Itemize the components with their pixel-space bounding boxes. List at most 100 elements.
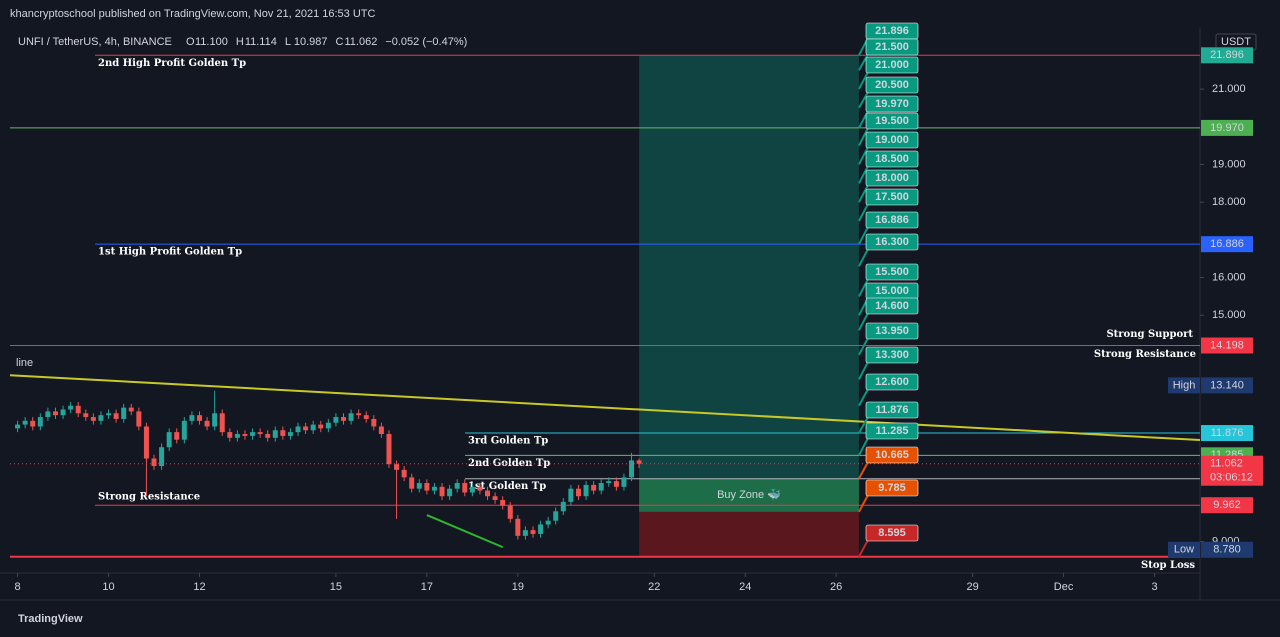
candle-body	[469, 486, 475, 493]
ladder-connector	[858, 461, 869, 480]
ladder-connector	[858, 165, 869, 184]
candle-body	[538, 524, 544, 534]
candle-body	[492, 496, 498, 500]
candle-body	[272, 430, 278, 438]
candle-body	[128, 407, 134, 412]
ladder-label: 19.000	[875, 134, 909, 146]
candle-body	[333, 417, 339, 423]
candle-body	[409, 477, 415, 489]
level-note: Strong Resistance	[98, 492, 200, 503]
buy-zone	[639, 478, 859, 512]
ladder-label: 15.500	[875, 266, 909, 278]
ladder-box	[865, 524, 919, 542]
ladder-connector	[858, 437, 869, 456]
ohlc-key: L	[285, 36, 291, 48]
candle-body	[280, 430, 286, 436]
candle-body	[568, 488, 574, 502]
ladder-connector	[858, 312, 869, 331]
candle-body	[204, 420, 210, 427]
candle-body	[45, 411, 51, 418]
level-note: Stop Loss	[1141, 560, 1195, 571]
ladder-connector	[858, 539, 869, 558]
ladder-box	[865, 131, 919, 149]
publisher: khancryptoschool published on TradingVie…	[10, 8, 376, 20]
brand[interactable]: TradingView	[18, 613, 83, 625]
candle-body	[234, 434, 240, 438]
candle-body	[522, 530, 528, 536]
ladder-label: 13.300	[875, 349, 909, 361]
ladder-label: 11.285	[875, 425, 908, 437]
ladder-connector	[858, 494, 869, 513]
candle-body	[90, 417, 96, 421]
candle-body	[318, 424, 324, 429]
candle-body	[68, 405, 74, 410]
countdown: 03:06:12	[1210, 472, 1253, 484]
loss-zone	[639, 511, 859, 557]
candle-body	[52, 411, 58, 416]
ohlc-key: H	[236, 36, 244, 48]
candle-body	[219, 413, 225, 433]
candle-body	[242, 434, 248, 436]
x-tick-label: 8	[15, 581, 21, 593]
candle-body	[530, 530, 536, 534]
candle-body	[136, 411, 142, 427]
marker-tag	[1201, 377, 1253, 394]
candle-body	[401, 469, 407, 478]
candle-body	[439, 486, 445, 497]
level-tag-label: 14.198	[1210, 339, 1244, 351]
ladder-connector	[858, 91, 869, 109]
trend-line	[9, 374, 1201, 442]
marker-name-box	[1168, 541, 1200, 558]
ladder-box	[865, 479, 919, 497]
candle-body	[30, 420, 36, 427]
candle-body	[447, 488, 453, 497]
candle-body	[371, 418, 377, 427]
level-note: 1st Golden Tp	[468, 481, 546, 492]
marker-name-box	[1168, 377, 1200, 394]
candle-body	[583, 484, 589, 497]
level-tag-label: 21.896	[1210, 49, 1244, 61]
buy-zone-label: Buy Zone 🐳	[717, 488, 781, 501]
ladder-connector	[858, 203, 869, 222]
candle-body	[121, 407, 127, 419]
candle-body	[227, 432, 233, 438]
currency: USDT	[1221, 36, 1251, 48]
x-tick-label: 26	[830, 581, 842, 593]
y-tick-label: 15.000	[1212, 309, 1246, 321]
candle-body	[196, 415, 202, 421]
candle-body	[553, 511, 559, 521]
level-tag	[1201, 425, 1253, 442]
ohlc-value: 10.987	[294, 36, 328, 48]
candle-body	[386, 434, 392, 465]
candle-body	[394, 464, 400, 470]
level-tag-label: 11.876	[1211, 427, 1244, 439]
ohlc-key: O	[186, 36, 195, 48]
ladder-label: 17.500	[875, 191, 909, 203]
ladder-box	[865, 263, 919, 281]
ladder-label: 18.000	[875, 172, 909, 184]
candle-body	[341, 417, 347, 421]
ladder-box	[865, 373, 919, 391]
candle-body	[166, 432, 172, 448]
x-tick-label: 24	[739, 581, 751, 593]
candle-body	[310, 424, 316, 431]
x-tick-label: 3	[1151, 581, 1157, 593]
y-tick-label: 18.000	[1212, 196, 1246, 208]
candle-body	[98, 415, 104, 421]
ladder-label: 13.950	[875, 325, 909, 337]
candle-body	[424, 483, 430, 491]
level-tag	[1201, 236, 1253, 253]
candle-body	[143, 426, 149, 459]
ladder-connector	[858, 248, 869, 267]
level-tag-label: 19.970	[1210, 122, 1244, 134]
ladder-connector	[858, 53, 869, 71]
candle-body	[325, 422, 331, 429]
ladder-box	[865, 422, 919, 440]
level-note: 2nd Golden Tp	[468, 458, 550, 469]
candle-body	[598, 483, 604, 491]
candle-body	[356, 413, 362, 416]
candle-body	[15, 424, 21, 429]
ladder-box	[865, 56, 919, 74]
